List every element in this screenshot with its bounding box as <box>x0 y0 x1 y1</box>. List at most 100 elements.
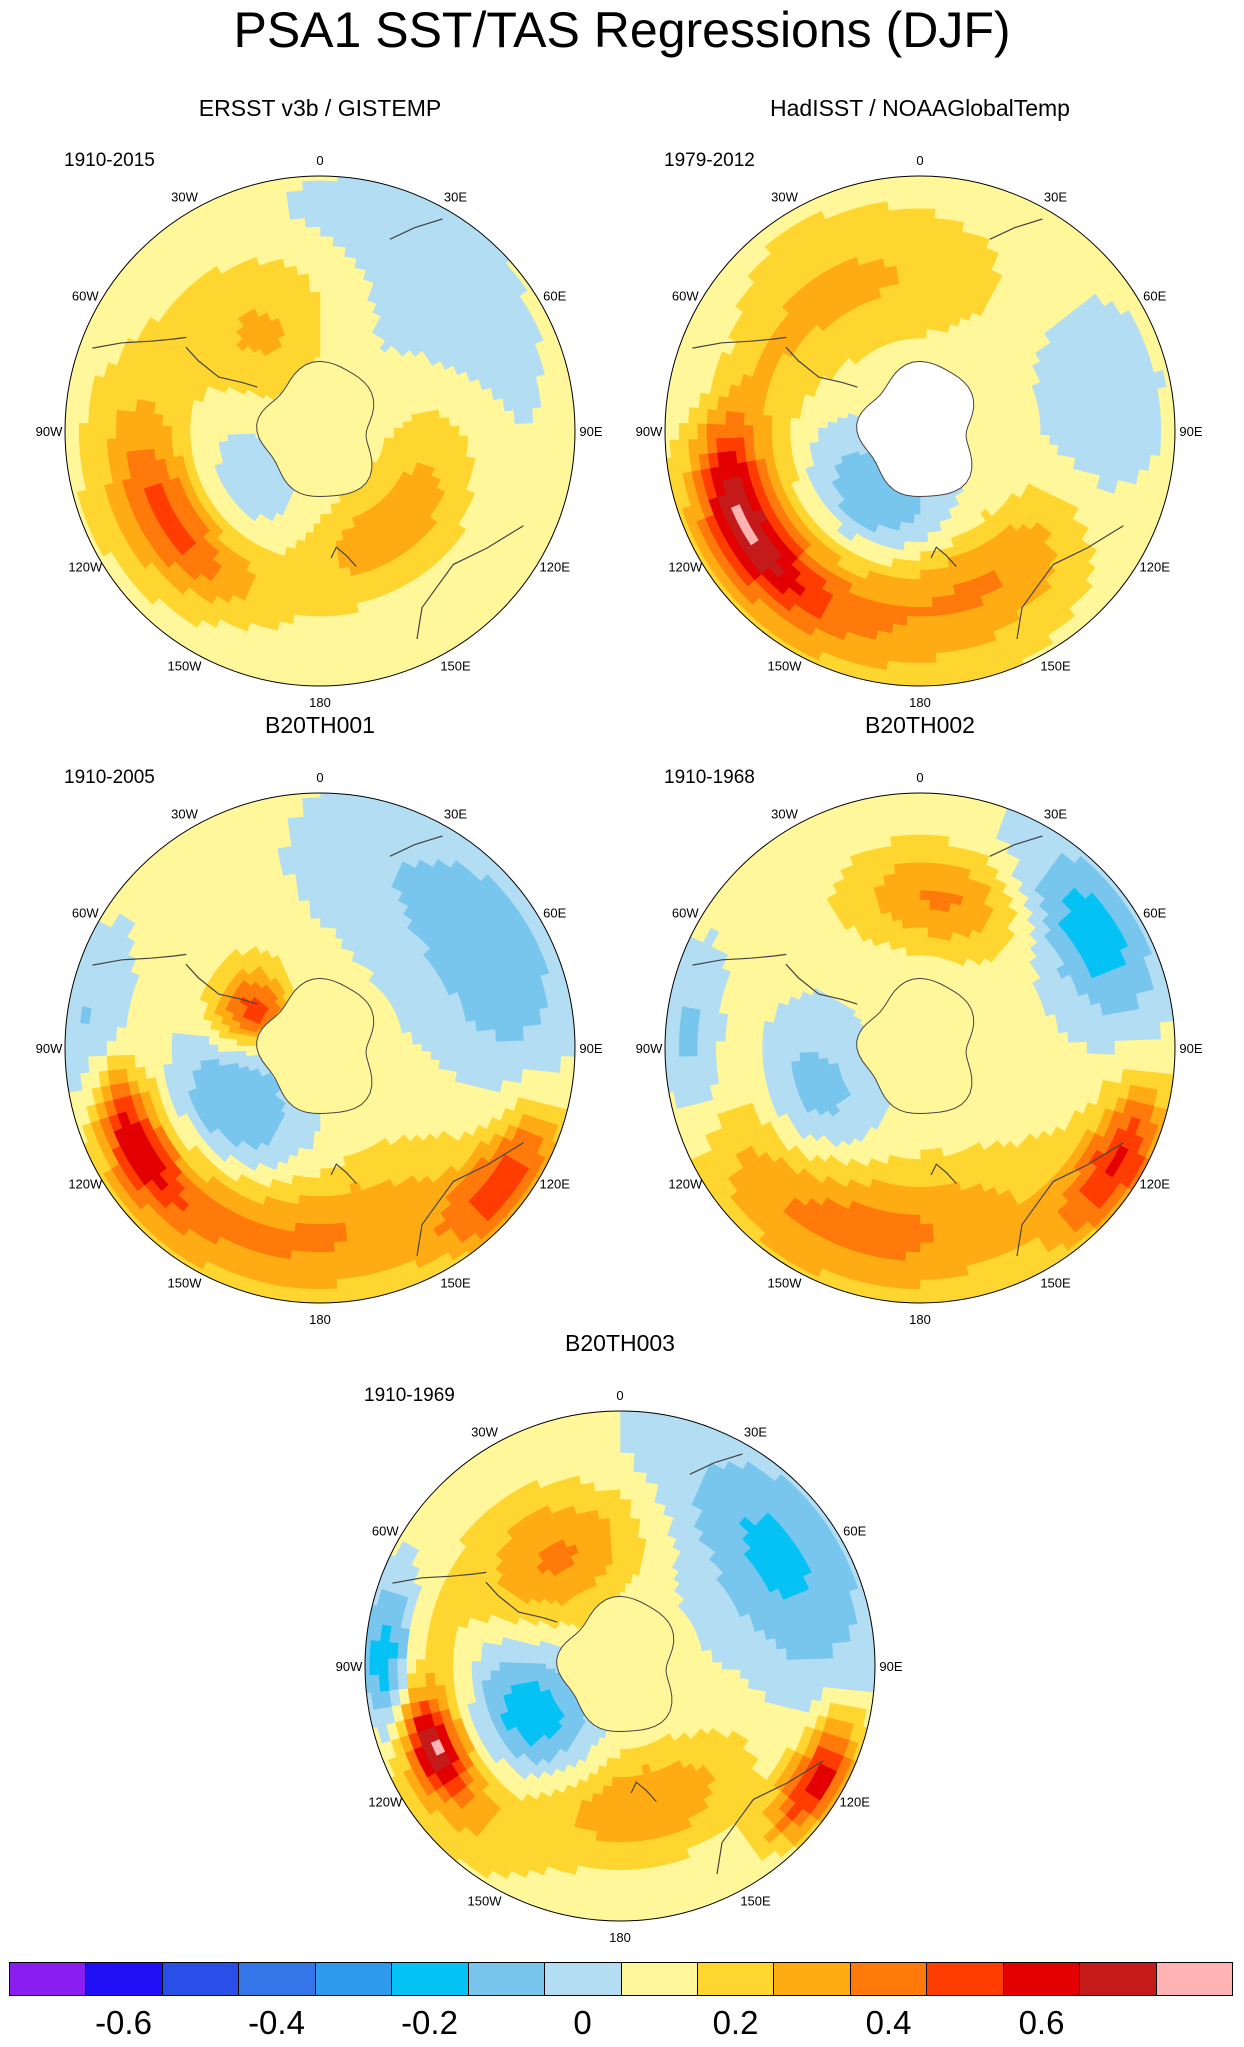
field-cell <box>1096 424 1107 438</box>
field-cell <box>476 436 488 449</box>
field-cell <box>198 434 210 444</box>
field-cell <box>295 254 309 266</box>
field-cell <box>78 438 90 457</box>
field-cell <box>181 444 193 456</box>
field-cell <box>319 207 336 219</box>
field-cell <box>68 439 81 458</box>
field-cell <box>906 244 921 256</box>
field-cell <box>496 424 507 438</box>
field-cell <box>910 300 921 311</box>
field-cell <box>734 424 744 438</box>
field-cell <box>919 309 929 321</box>
field-cell <box>894 311 905 323</box>
field-cell <box>208 418 219 428</box>
field-cell <box>919 662 938 673</box>
longitude-label: 30E <box>444 189 467 204</box>
field-cell <box>905 625 921 636</box>
field-cell <box>319 634 336 646</box>
field-cell <box>919 282 931 293</box>
field-cell <box>1012 419 1023 429</box>
field-cell <box>309 569 321 580</box>
field-cell <box>789 417 801 428</box>
field-cell <box>245 432 256 440</box>
field-cell <box>993 427 1004 435</box>
field-cell <box>1132 438 1144 455</box>
field-cell <box>789 426 800 436</box>
field-cell <box>412 427 423 435</box>
field-cell <box>331 254 345 266</box>
field-cell <box>115 409 127 425</box>
field-cell <box>715 423 726 439</box>
field-cell <box>1095 411 1107 426</box>
field-cell <box>532 438 544 455</box>
field-cell <box>798 434 810 444</box>
field-cell <box>208 426 219 436</box>
field-cell <box>826 433 838 442</box>
field-cell <box>836 433 847 441</box>
field-cell <box>1151 422 1162 440</box>
field-cell <box>818 440 829 450</box>
field-cell <box>421 418 432 428</box>
field-cell <box>724 423 735 439</box>
field-cell <box>780 425 791 437</box>
field-cell <box>930 273 943 285</box>
field-cell <box>467 435 479 448</box>
field-cell <box>1150 438 1162 457</box>
field-cell <box>189 434 201 445</box>
field-cell <box>743 424 754 438</box>
field-cell <box>180 416 192 427</box>
field-cell <box>1020 411 1032 421</box>
field-cell <box>904 643 921 655</box>
field-cell <box>319 263 333 274</box>
field-cell <box>305 226 321 237</box>
field-cell <box>1002 420 1014 429</box>
field-cell <box>296 587 310 599</box>
field-cell <box>919 588 933 599</box>
field-cell <box>910 551 921 562</box>
field-cell <box>393 421 404 429</box>
field-cell <box>905 226 921 237</box>
field-cell <box>984 428 995 434</box>
field-cell <box>124 437 136 452</box>
field-cell <box>217 433 228 443</box>
field-cell <box>931 605 947 617</box>
field-cell <box>771 435 782 447</box>
field-cell <box>808 434 819 444</box>
field-cell <box>1123 423 1134 439</box>
field-cell <box>420 411 432 421</box>
field-cell <box>96 438 108 455</box>
field-cell <box>993 421 1004 429</box>
field-cell <box>919 189 938 200</box>
field-cell <box>319 662 338 673</box>
field-cell <box>930 263 944 275</box>
field-cell <box>310 551 321 562</box>
field-cell <box>366 428 377 434</box>
regression-field <box>65 176 575 686</box>
field-cell <box>307 597 321 608</box>
field-cell <box>335 539 346 551</box>
field-cell <box>913 514 921 525</box>
field-cell <box>236 433 247 441</box>
field-cell <box>448 416 460 427</box>
field-cell <box>293 605 309 617</box>
field-cell <box>438 408 450 419</box>
longitude-label: 60E <box>543 289 566 304</box>
field-cell <box>319 625 335 636</box>
field-cell <box>332 236 348 248</box>
field-cell <box>458 425 469 437</box>
field-cell <box>331 245 347 257</box>
field-cell <box>752 424 763 438</box>
field-cell <box>836 427 846 435</box>
field-cell <box>513 437 525 453</box>
field-cell <box>911 319 921 330</box>
map-border <box>64 175 576 687</box>
field-cell <box>296 263 310 275</box>
field-cell <box>1068 425 1079 437</box>
field-cell <box>1021 434 1032 444</box>
field-cell <box>897 577 910 589</box>
field-cell <box>143 424 154 438</box>
field-cell <box>930 587 944 599</box>
field-cell <box>919 263 933 274</box>
field-cell <box>902 662 921 673</box>
field-cell <box>171 404 184 417</box>
